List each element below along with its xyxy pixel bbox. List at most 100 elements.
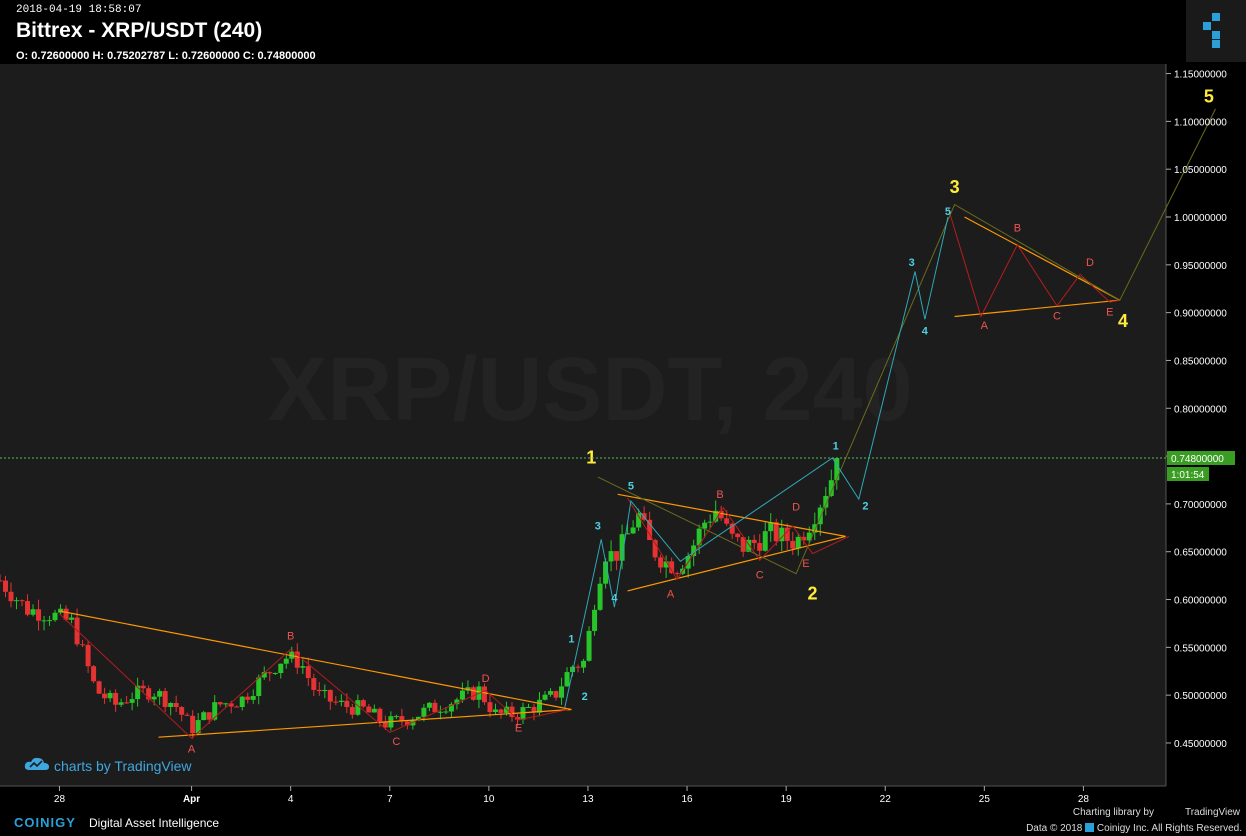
- x-tick-label: 7: [387, 794, 393, 805]
- x-tick-label: 4: [288, 794, 294, 805]
- candle-up: [663, 561, 669, 568]
- candle-down: [514, 716, 520, 720]
- y-tick-label: 0.80000000: [1174, 404, 1227, 415]
- wave-label-abc: C: [1053, 310, 1061, 322]
- candle-up: [118, 702, 124, 705]
- candle-up: [537, 699, 543, 713]
- candle-up: [443, 711, 449, 713]
- current-price-marker: 0.74800000 1:01:54: [0, 450, 1235, 481]
- coinigy-logo-icon[interactable]: [1186, 0, 1246, 62]
- price-chart[interactable]: XRP/USDT, 240 1 2 3 4 5 1 2 3 4 5 1 2 3 4 5 A B C D E A B C D E A…: [0, 64, 1246, 806]
- timestamp: 2018-04-19 18:58:07: [16, 4, 142, 16]
- candle-down: [25, 601, 31, 615]
- triangle-1-upper-line: [59, 610, 572, 711]
- x-tick-label: 19: [781, 794, 793, 805]
- candle-up: [151, 696, 157, 700]
- candle-up: [592, 609, 598, 631]
- x-tick-label: 16: [681, 794, 693, 805]
- tagline: Digital Asset Intelligence: [89, 816, 220, 830]
- copyright-data: Data © 2018: [1026, 823, 1083, 834]
- chart-title: Bittrex - XRP/USDT (240): [16, 19, 263, 42]
- candle-up: [223, 703, 229, 705]
- candle-up: [691, 545, 697, 557]
- wave-label-minor: 1: [568, 634, 574, 646]
- candle-up: [195, 720, 201, 734]
- candle-down: [724, 518, 730, 524]
- y-tick-label: 0.70000000: [1174, 500, 1227, 511]
- candle-down: [382, 721, 388, 728]
- candle-down: [19, 600, 25, 602]
- candle-down: [344, 700, 350, 708]
- candle-down: [80, 644, 86, 646]
- candle-down: [113, 692, 119, 705]
- candle-down: [757, 543, 763, 551]
- abcde-path-3: [947, 207, 1120, 318]
- wave-label-abc: B: [1014, 222, 1021, 234]
- candle-up: [300, 666, 306, 668]
- candle-up: [201, 712, 207, 721]
- candle-up: [129, 699, 135, 703]
- candle-down: [8, 591, 14, 602]
- candle-down: [658, 557, 664, 568]
- candle-down: [91, 666, 97, 682]
- y-tick-label: 1.15000000: [1174, 70, 1227, 81]
- wave-label-abc: D: [1086, 257, 1094, 269]
- candle-up: [817, 507, 823, 525]
- candle-up: [212, 702, 218, 720]
- candle-up: [52, 612, 58, 621]
- symbol-watermark: XRP/USDT, 240: [267, 340, 912, 440]
- candle-down: [228, 703, 234, 707]
- price-tag: [1167, 450, 1235, 465]
- price-axis[interactable]: [1166, 64, 1246, 786]
- candle-up: [586, 630, 592, 661]
- wave-label-abc: C: [756, 569, 764, 581]
- wave-label-minor: 2: [862, 501, 868, 513]
- candle-down: [184, 714, 190, 716]
- wave-label-major: 4: [1118, 311, 1128, 331]
- candle-down: [647, 519, 653, 541]
- candle-down: [102, 693, 108, 699]
- candle-up: [426, 702, 432, 708]
- wave-label-minor: 3: [909, 257, 915, 269]
- candle-up: [393, 716, 399, 718]
- candle-up: [371, 708, 377, 713]
- candle-up: [619, 534, 625, 561]
- major-wave-projection: [597, 108, 1216, 575]
- candle-up: [465, 687, 471, 691]
- y-tick-label: 1.00000000: [1174, 213, 1227, 224]
- tradingview-link[interactable]: TradingView: [1184, 807, 1240, 818]
- wave-label-abc: A: [667, 589, 675, 601]
- candle-down: [173, 702, 179, 708]
- abcde-path-2: [627, 497, 850, 581]
- charts-by-tradingview-link[interactable]: charts by TradingView: [54, 758, 192, 774]
- candle-down: [531, 706, 537, 713]
- time-axis[interactable]: [0, 786, 1246, 806]
- wave-label-abc: D: [482, 673, 490, 685]
- x-tick-label: 22: [880, 794, 892, 805]
- candle-up: [278, 663, 284, 674]
- copyright: Data © 2018 Coinigy Inc. All Rights Rese…: [1026, 823, 1242, 834]
- candle-down: [718, 510, 724, 519]
- footer: COINIGY Digital Asset Intelligence Chart…: [0, 806, 1246, 836]
- candle-up: [581, 660, 587, 668]
- candle-down: [784, 527, 790, 541]
- candle-down: [333, 701, 339, 703]
- candle-down: [146, 688, 152, 700]
- coinigy-brand[interactable]: COINIGY: [14, 815, 76, 830]
- wave-label-major: 5: [1204, 86, 1214, 106]
- candle-up: [41, 620, 47, 622]
- wave-label-abc: A: [981, 320, 989, 332]
- candle-up: [696, 528, 702, 546]
- candle-down: [162, 691, 168, 707]
- wave-label-minor: 5: [628, 481, 634, 493]
- candle-up: [636, 513, 642, 528]
- candle-down: [498, 709, 504, 713]
- candle-down: [190, 715, 196, 734]
- candle-up: [459, 690, 465, 700]
- candle-down: [740, 537, 746, 552]
- candle-up: [168, 702, 174, 707]
- candle-up: [525, 706, 531, 708]
- candle-up: [272, 673, 278, 675]
- candle-down: [652, 540, 658, 558]
- candle-down: [487, 702, 493, 713]
